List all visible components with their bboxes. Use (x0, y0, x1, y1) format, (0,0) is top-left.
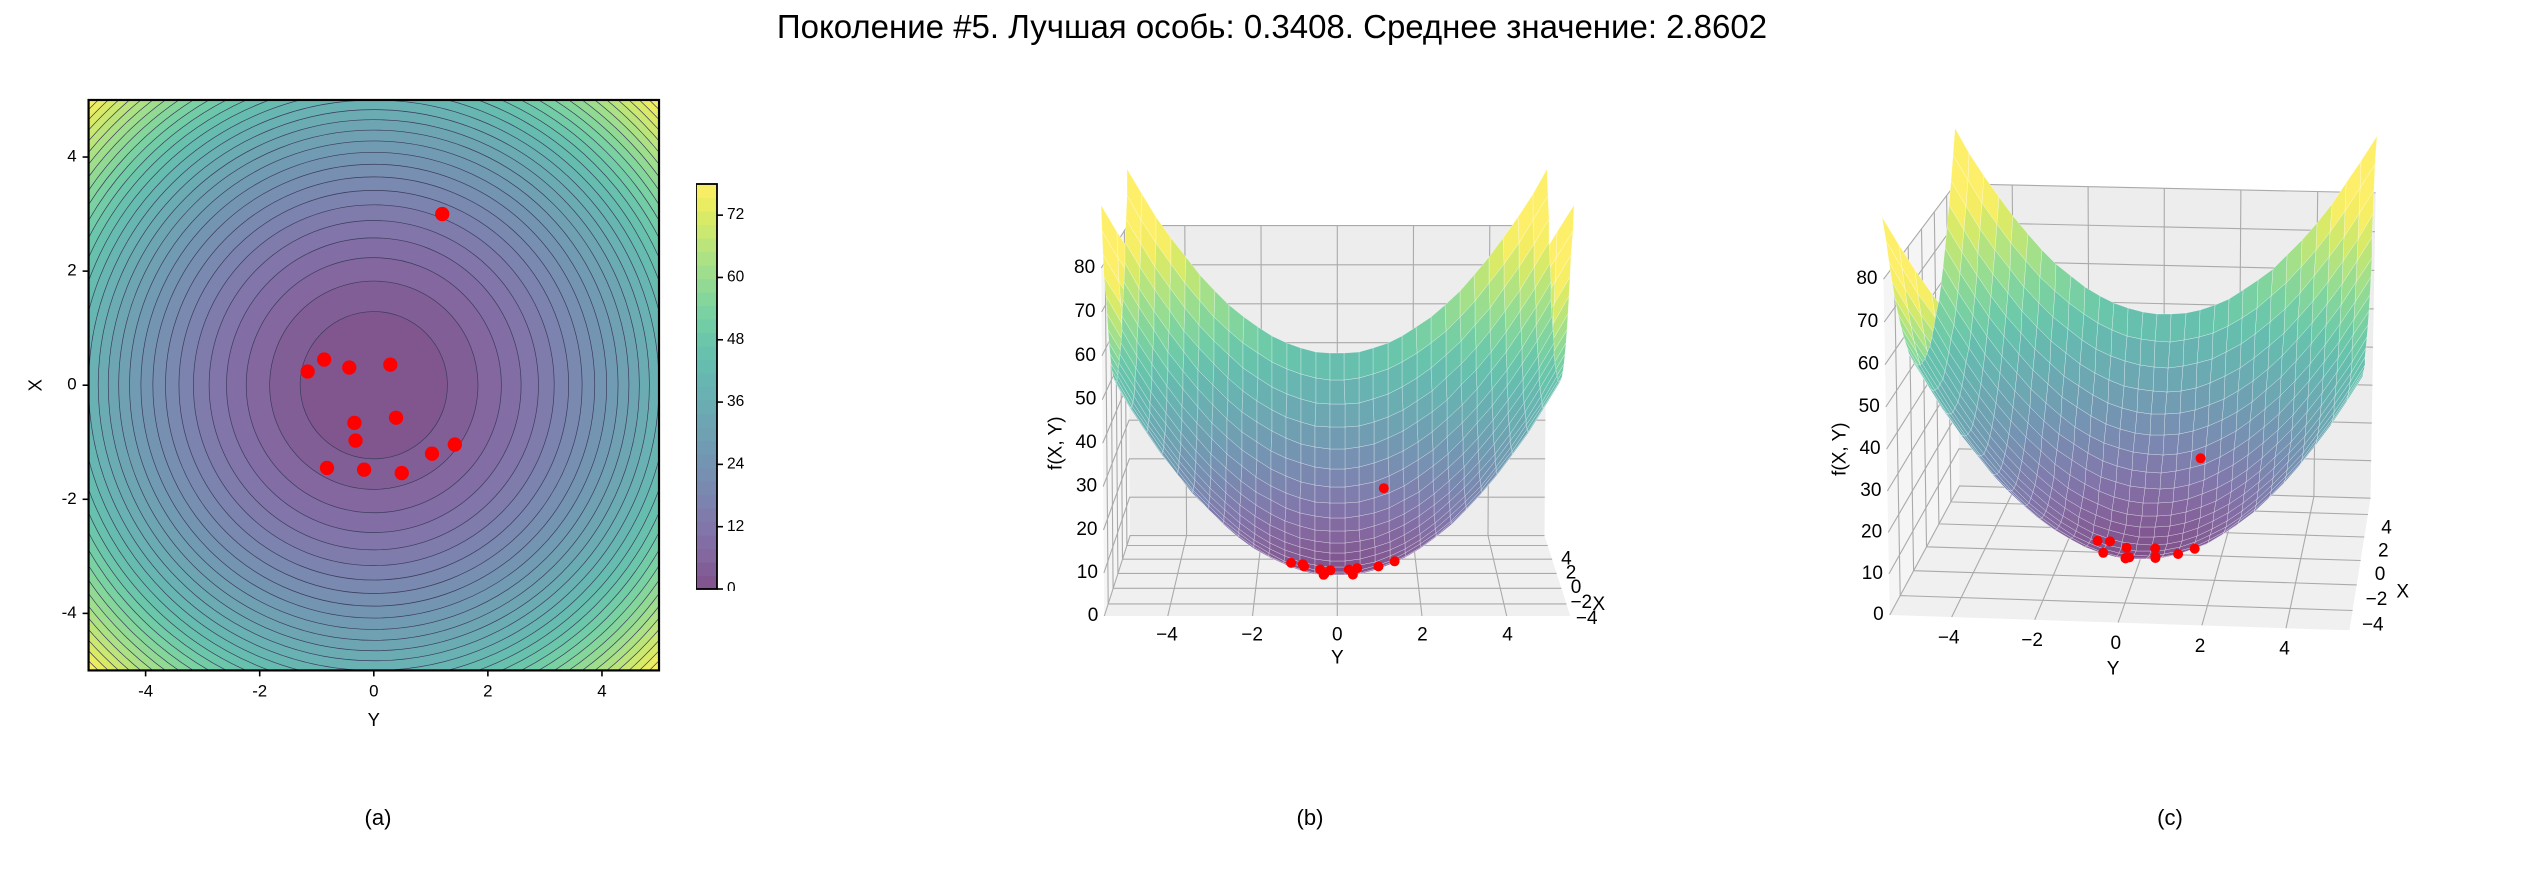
svg-text:0: 0 (1873, 604, 1884, 625)
svg-text:X: X (25, 379, 46, 391)
svg-text:70: 70 (1857, 311, 1878, 332)
svg-text:−2: −2 (1241, 625, 1263, 646)
svg-text:30: 30 (1860, 480, 1881, 501)
svg-text:4: 4 (1561, 548, 1572, 569)
svg-text:60: 60 (727, 269, 745, 286)
svg-text:0: 0 (369, 681, 378, 700)
svg-text:−4: −4 (1938, 627, 1960, 648)
svg-text:X: X (2396, 581, 2409, 602)
svg-text:X: X (1593, 594, 1606, 615)
svg-text:60: 60 (1858, 354, 1879, 375)
svg-text:20: 20 (1076, 519, 1097, 540)
svg-text:-4: -4 (62, 603, 77, 622)
svg-text:−4: −4 (1156, 625, 1178, 646)
svg-text:Y: Y (368, 709, 380, 730)
svg-text:0: 0 (2111, 633, 2122, 654)
svg-text:4: 4 (597, 681, 606, 700)
svg-text:-2: -2 (252, 681, 267, 700)
svg-text:2: 2 (67, 261, 76, 280)
svg-text:2: 2 (1417, 625, 1428, 646)
svg-text:0: 0 (67, 375, 76, 394)
svg-text:2: 2 (2378, 540, 2389, 561)
svg-text:0: 0 (727, 580, 736, 591)
svg-text:20: 20 (1861, 522, 1882, 543)
svg-text:Y: Y (2107, 658, 2120, 679)
svg-text:−2: −2 (2021, 630, 2043, 651)
svg-text:0: 0 (1088, 605, 1099, 626)
svg-text:70: 70 (1074, 301, 1095, 322)
svg-text:Y: Y (1331, 648, 1344, 669)
svg-text:10: 10 (1077, 562, 1098, 583)
svg-text:36: 36 (727, 393, 744, 410)
svg-text:50: 50 (1859, 396, 1880, 417)
svg-text:-4: -4 (138, 681, 153, 700)
svg-text:80: 80 (1074, 257, 1095, 278)
svg-text:4: 4 (2381, 518, 2392, 539)
svg-text:f(X, Y): f(X, Y) (1830, 422, 1851, 476)
svg-text:12: 12 (727, 518, 744, 535)
svg-text:4: 4 (1502, 625, 1513, 646)
svg-text:48: 48 (727, 331, 744, 348)
svg-text:60: 60 (1075, 345, 1096, 366)
svg-text:2: 2 (2195, 636, 2206, 657)
svg-text:30: 30 (1076, 476, 1097, 497)
svg-text:4: 4 (2279, 639, 2290, 660)
svg-text:50: 50 (1075, 389, 1096, 410)
svg-text:40: 40 (1076, 432, 1097, 453)
svg-text:72: 72 (727, 206, 744, 223)
svg-text:0: 0 (2375, 564, 2386, 585)
svg-text:−2: −2 (2366, 589, 2388, 610)
svg-text:0: 0 (1332, 625, 1343, 646)
svg-text:−4: −4 (2362, 615, 2384, 636)
svg-text:24: 24 (727, 455, 745, 472)
svg-text:10: 10 (1862, 563, 1883, 584)
svg-text:f(X, Y): f(X, Y) (1046, 416, 1067, 470)
svg-text:-2: -2 (62, 489, 77, 508)
svg-text:40: 40 (1859, 438, 1880, 459)
svg-text:4: 4 (67, 146, 76, 165)
svg-text:80: 80 (1856, 268, 1877, 289)
svg-text:2: 2 (483, 681, 492, 700)
